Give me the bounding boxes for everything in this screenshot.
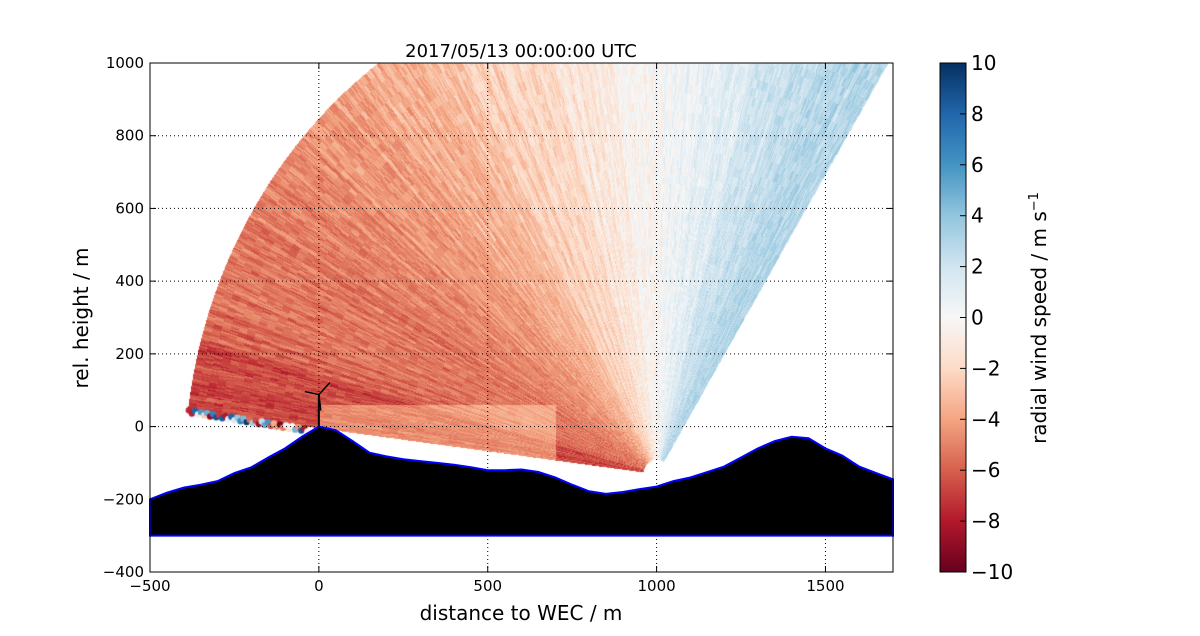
y-tick-label: 0: [134, 418, 144, 436]
axes-frame: [149, 62, 894, 573]
y-tick-label: −400: [103, 563, 144, 581]
y-ticks: −400 −200 0 200 400 600 800 1000: [103, 54, 893, 581]
y-tick-label: 200: [115, 345, 144, 363]
y-tick-label: 1000: [106, 54, 144, 72]
chart-title: 2017/05/13 00:00:00 UTC: [405, 41, 637, 62]
turbine-blade: [304, 390, 320, 396]
turbine-blade: [318, 382, 331, 396]
x-tick-label: 500: [473, 577, 502, 595]
colorbar-tick-label: 0: [971, 306, 984, 330]
y-tick-label: 400: [115, 272, 144, 290]
colorbar-label: radial wind speed / m s−1: [1027, 192, 1051, 444]
x-tick-label: 1500: [806, 577, 844, 595]
colorbar-tick-label: 2: [971, 255, 984, 279]
x-tick-label: −500: [129, 577, 170, 595]
colorbar-tick-label: −6: [971, 458, 1000, 482]
colorbar-tick-label: 6: [971, 153, 984, 177]
y-axis-label: rel. height / m: [69, 247, 93, 388]
y-tick-label: 600: [115, 199, 144, 217]
colorbar-tick-label: 8: [971, 102, 984, 126]
x-ticks: −500 0 500 1000 1500: [129, 63, 845, 595]
colorbar-tick-label: −4: [971, 407, 1000, 431]
wind-turbine-icon: [304, 382, 331, 427]
colorbar-tick-label: −8: [971, 509, 1000, 533]
colorbar-ticks: 10 8 6 4 2 0 −2 −4 −6 −8 −10: [960, 51, 1013, 584]
x-axis-label: distance to WEC / m: [420, 601, 623, 625]
terrain-profile: [149, 425, 894, 537]
y-tick-label: 800: [115, 127, 144, 145]
x-tick-label: 1000: [637, 577, 675, 595]
colorbar-tick-label: −10: [971, 560, 1013, 584]
colorbar-tick-label: 4: [971, 204, 984, 228]
turbine-blade: [318, 394, 322, 411]
x-tick-label: 0: [314, 577, 324, 595]
colorbar-tick-label: 10: [971, 51, 996, 75]
y-tick-label: −200: [103, 490, 144, 508]
colorbar-tick-label: −2: [971, 356, 1000, 380]
